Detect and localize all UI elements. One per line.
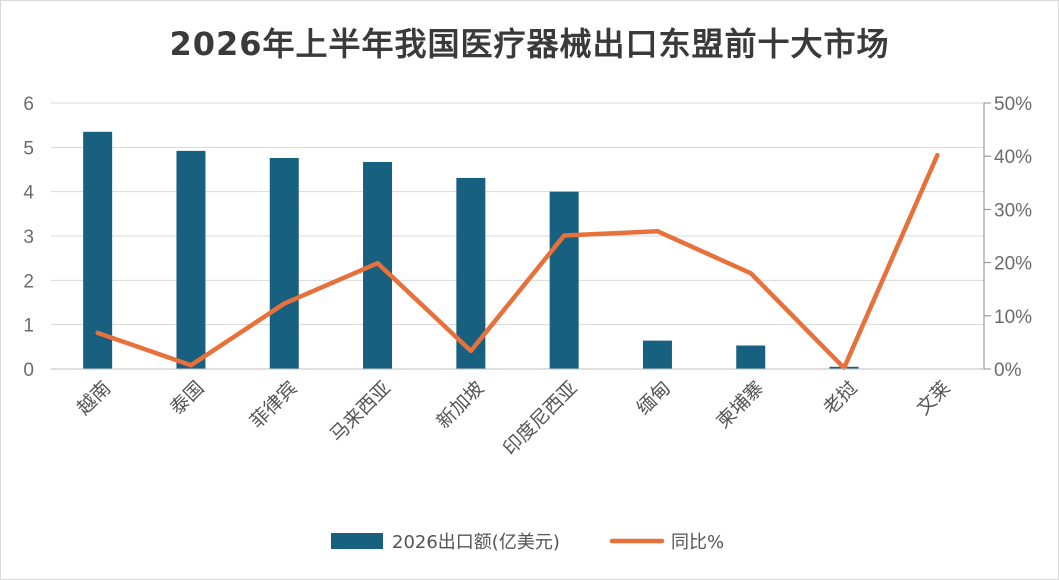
y-left-tick-label: 0: [23, 360, 34, 381]
legend-line-label: 同比%: [671, 532, 724, 553]
x-tick-label: 泰国: [166, 377, 208, 419]
x-tick-label: 印度尼西亚: [499, 377, 582, 460]
bar: [549, 191, 579, 369]
y-left-tick-label: 1: [23, 316, 34, 337]
y-right-tick-label: 0%: [994, 360, 1022, 381]
x-tick-label: 马来西亚: [326, 377, 395, 446]
bar: [176, 150, 206, 369]
x-tick-label: 新加坡: [433, 377, 489, 433]
y-left-tick-label: 5: [23, 138, 34, 159]
legend-bar-swatch: [331, 533, 383, 549]
chart-title: 2026年上半年我国医疗器械出口东盟前十大市场: [169, 25, 890, 63]
x-tick-label: 文莱: [912, 377, 954, 419]
y-right-tick-label: 20%: [994, 254, 1032, 275]
x-tick-label: 老挝: [819, 377, 861, 419]
x-tick-label: 菲律宾: [246, 377, 302, 433]
y-left-tick-label: 2: [23, 271, 34, 292]
bar-series: [83, 131, 859, 369]
y-right-tick-label: 40%: [994, 147, 1032, 168]
bar: [642, 340, 672, 369]
legend: 2026出口额(亿美元) 同比%: [331, 532, 724, 553]
line-series: [95, 152, 940, 371]
y-right-tick-label: 50%: [994, 94, 1032, 115]
x-tick-label: 越南: [73, 377, 115, 419]
x-tick-label: 柬埔寨: [712, 377, 768, 433]
bar: [736, 345, 766, 369]
axes: 0 1 2 3 4 5 6 0% 10% 20% 30% 40% 50% 越南 泰国 菲律宾 马来西亚 新加坡 印度…: [23, 94, 1032, 460]
y-right-tick-label: 10%: [994, 307, 1032, 328]
line-series-path: [95, 152, 940, 371]
y-left-tick-label: 6: [23, 94, 34, 115]
y-left-tick-label: 3: [23, 227, 34, 248]
legend-bar-label: 2026出口额(亿美元): [392, 532, 560, 553]
y-right-tick-label: 30%: [994, 200, 1032, 221]
bar: [83, 131, 113, 369]
y-left-tick-label: 4: [23, 183, 34, 204]
bar: [269, 157, 299, 369]
x-tick-label: 缅甸: [633, 377, 675, 419]
